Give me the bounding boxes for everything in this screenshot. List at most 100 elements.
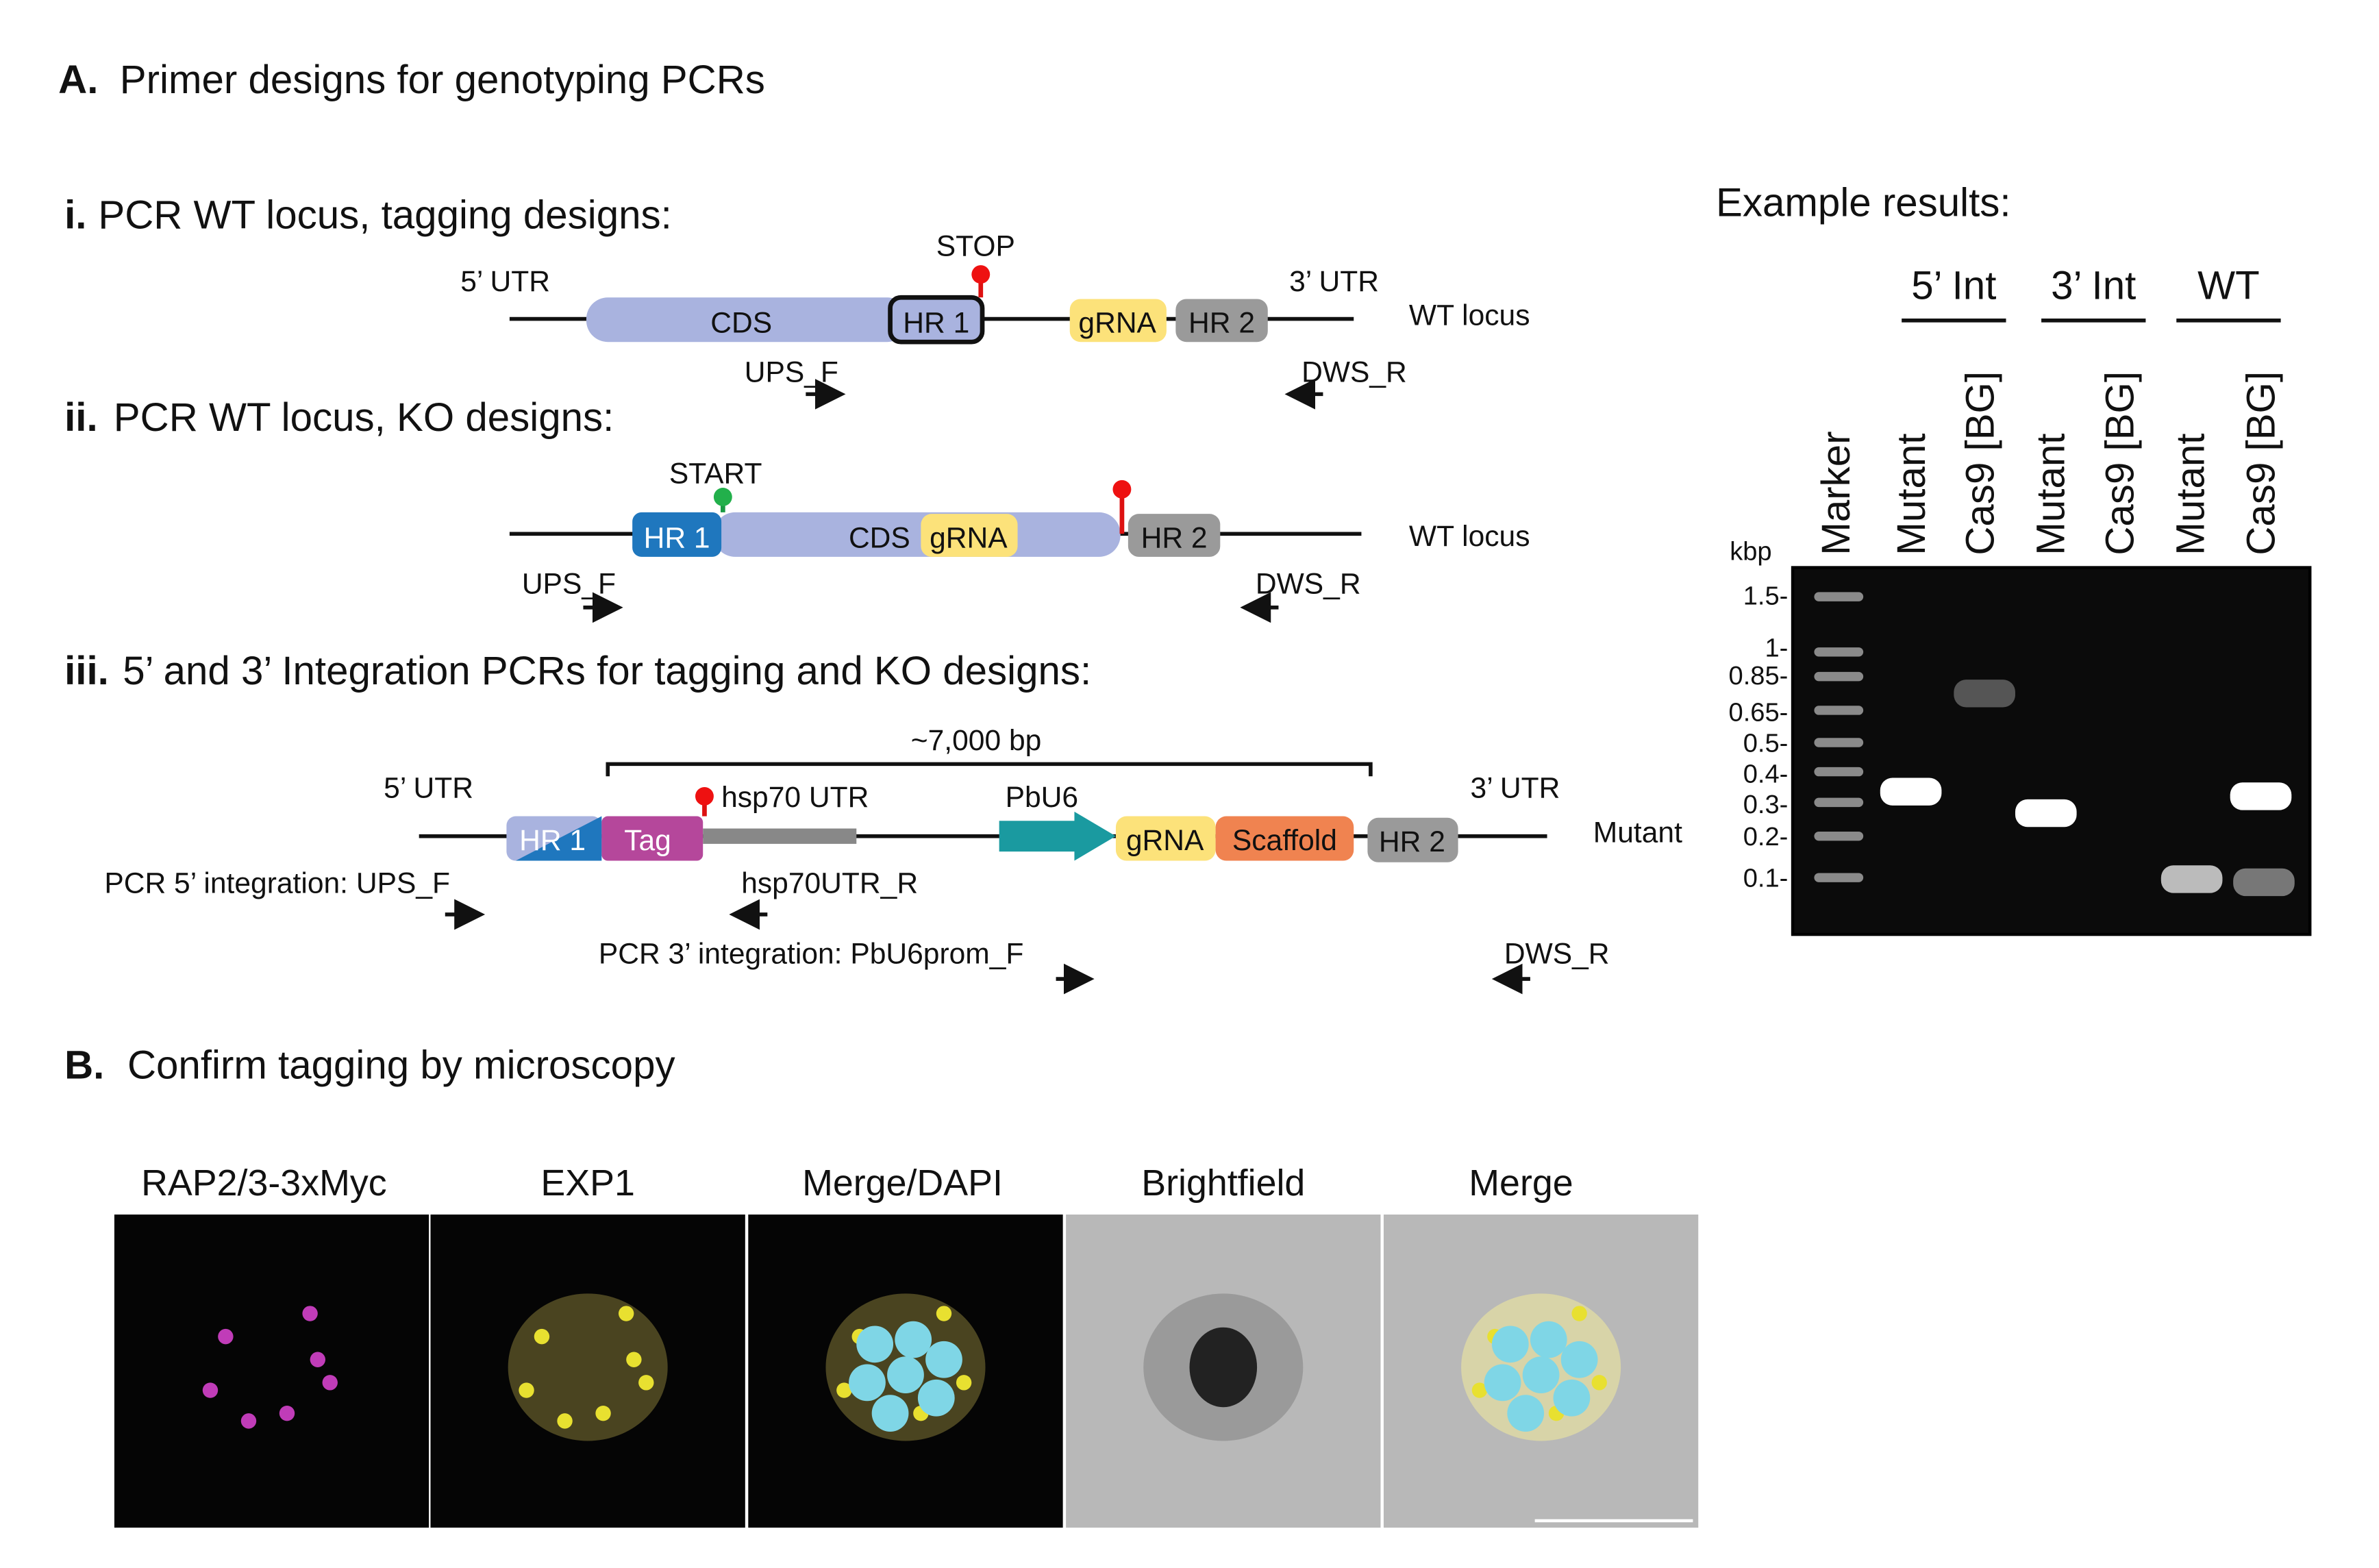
gel-image <box>1791 566 2312 936</box>
group-label: 5’ Int <box>1911 263 1996 308</box>
size-label: 0.2- <box>1743 823 1789 851</box>
span-bracket <box>606 762 1373 777</box>
nucleus <box>871 1395 909 1432</box>
band <box>2015 799 2077 827</box>
tag-label: Tag <box>624 824 671 857</box>
ladder-band <box>1814 873 1864 882</box>
utr5: 5’ UTR <box>384 772 473 805</box>
sub-title: PCR WT locus, tagging designs: <box>98 192 671 237</box>
nucleus <box>849 1364 886 1402</box>
pcr3: PCR 3’ integration: PbU6prom_F <box>599 938 1024 971</box>
sub-label: ii. <box>64 395 98 440</box>
panel-label: B. <box>64 1043 104 1088</box>
design-iii: iii. 5’ and 3’ Integration PCRs for tagg… <box>64 649 1682 995</box>
band <box>1954 680 2015 708</box>
grna <box>921 514 1018 557</box>
utr5: 5’ UTR <box>460 265 550 298</box>
sub-title: 5’ and 3’ Integration PCRs for tagging a… <box>123 649 1091 693</box>
signal <box>218 1328 234 1345</box>
signal <box>279 1405 295 1421</box>
stop-label: STOP <box>936 230 1015 263</box>
hr1-label: HR 1 <box>519 824 586 857</box>
primer-r: DWS_R <box>1301 356 1407 388</box>
hr2 <box>1367 817 1458 862</box>
ladder-band <box>1814 831 1864 841</box>
size-label: 0.5- <box>1743 729 1789 758</box>
stop-head <box>1112 480 1132 499</box>
start-label: START <box>669 457 762 490</box>
tag <box>601 816 703 861</box>
size-label: 0.3- <box>1743 791 1789 819</box>
utr3: 3’ UTR <box>1289 265 1379 298</box>
lane-label: Marker <box>1814 431 1858 555</box>
gel: Example results: kbp 5’ Int 3’ Int WT Marke… <box>1716 180 2312 936</box>
pcr3-r: DWS_R <box>1504 938 1610 971</box>
grna-label: gRNA <box>930 521 1008 554</box>
span-label: ~7,000 bp <box>911 724 1042 757</box>
hr2 <box>1128 514 1221 557</box>
nucleus <box>1491 1326 1529 1363</box>
signal <box>310 1352 326 1367</box>
locus-label: Mutant <box>1593 817 1682 849</box>
primer-f: UPS_F <box>522 568 616 601</box>
gel-title: Example results: <box>1716 180 2011 225</box>
ladder-band <box>1814 647 1864 657</box>
ladder-band <box>1814 797 1864 808</box>
cell <box>508 1293 668 1441</box>
ladder-band <box>1814 767 1864 777</box>
signal <box>557 1413 573 1429</box>
grna <box>1115 816 1216 861</box>
lane-label: Mutant <box>1889 434 1934 556</box>
promoter <box>999 811 1116 861</box>
signal <box>618 1306 634 1321</box>
pcr5: PCR 5’ integration: UPS_F <box>104 867 450 900</box>
panel-title: Primer designs for genotyping PCRs <box>120 58 765 102</box>
image-label: RAP2/3-3xMyc <box>141 1162 387 1204</box>
hr1 <box>632 512 722 557</box>
nucleus <box>1560 1341 1598 1378</box>
locus-label: WT locus <box>1409 299 1530 332</box>
hr2-label: HR 2 <box>1188 307 1255 340</box>
signal <box>836 1382 852 1398</box>
primer-f: UPS_F <box>745 356 838 388</box>
size-label: 0.65- <box>1729 699 1789 727</box>
signal <box>1471 1382 1488 1398</box>
panel-title: Confirm tagging by microscopy <box>127 1043 676 1088</box>
ladder-band <box>1814 706 1864 715</box>
locus-label: WT locus <box>1409 520 1530 553</box>
sub-label: i. <box>64 192 86 237</box>
design-ii: ii. PCR WT locus, KO designs: HR 1 CDS g… <box>64 395 1530 623</box>
lane-label: Cas9 [BG] <box>2097 371 2142 556</box>
grna-label: gRNA <box>1078 307 1156 340</box>
nucleus <box>1484 1364 1521 1402</box>
signal <box>1571 1306 1587 1321</box>
signal <box>240 1413 257 1429</box>
cds <box>586 297 909 343</box>
scaffold-label: Scaffold <box>1232 824 1337 857</box>
signal <box>936 1306 952 1321</box>
sub-title: PCR WT locus, KO designs: <box>114 395 614 440</box>
signal <box>595 1405 611 1421</box>
hsp70-label: hsp70 UTR <box>721 781 869 814</box>
signal <box>956 1375 972 1391</box>
cds-label: CDS <box>849 521 910 554</box>
ladder-band <box>1814 592 1864 601</box>
hr1-label: HR 1 <box>903 307 969 340</box>
signal <box>1591 1375 1607 1391</box>
signal <box>202 1382 219 1398</box>
signal <box>638 1375 654 1391</box>
size-label: 0.85- <box>1729 662 1789 690</box>
nucleus <box>1530 1321 1567 1358</box>
promoter-label: PbU6 <box>1006 781 1078 814</box>
nucleus <box>856 1326 894 1363</box>
lane-label: Mutant <box>2169 434 2213 556</box>
band <box>2160 865 2223 893</box>
hr2 <box>1175 299 1268 343</box>
nucleus <box>917 1379 955 1417</box>
image-label: Merge <box>1469 1162 1573 1204</box>
hr1-label: HR 1 <box>644 521 710 554</box>
panel-label: A. <box>58 58 98 102</box>
image-panel <box>112 1212 431 1530</box>
band <box>2230 782 2292 810</box>
grna <box>1069 299 1167 343</box>
